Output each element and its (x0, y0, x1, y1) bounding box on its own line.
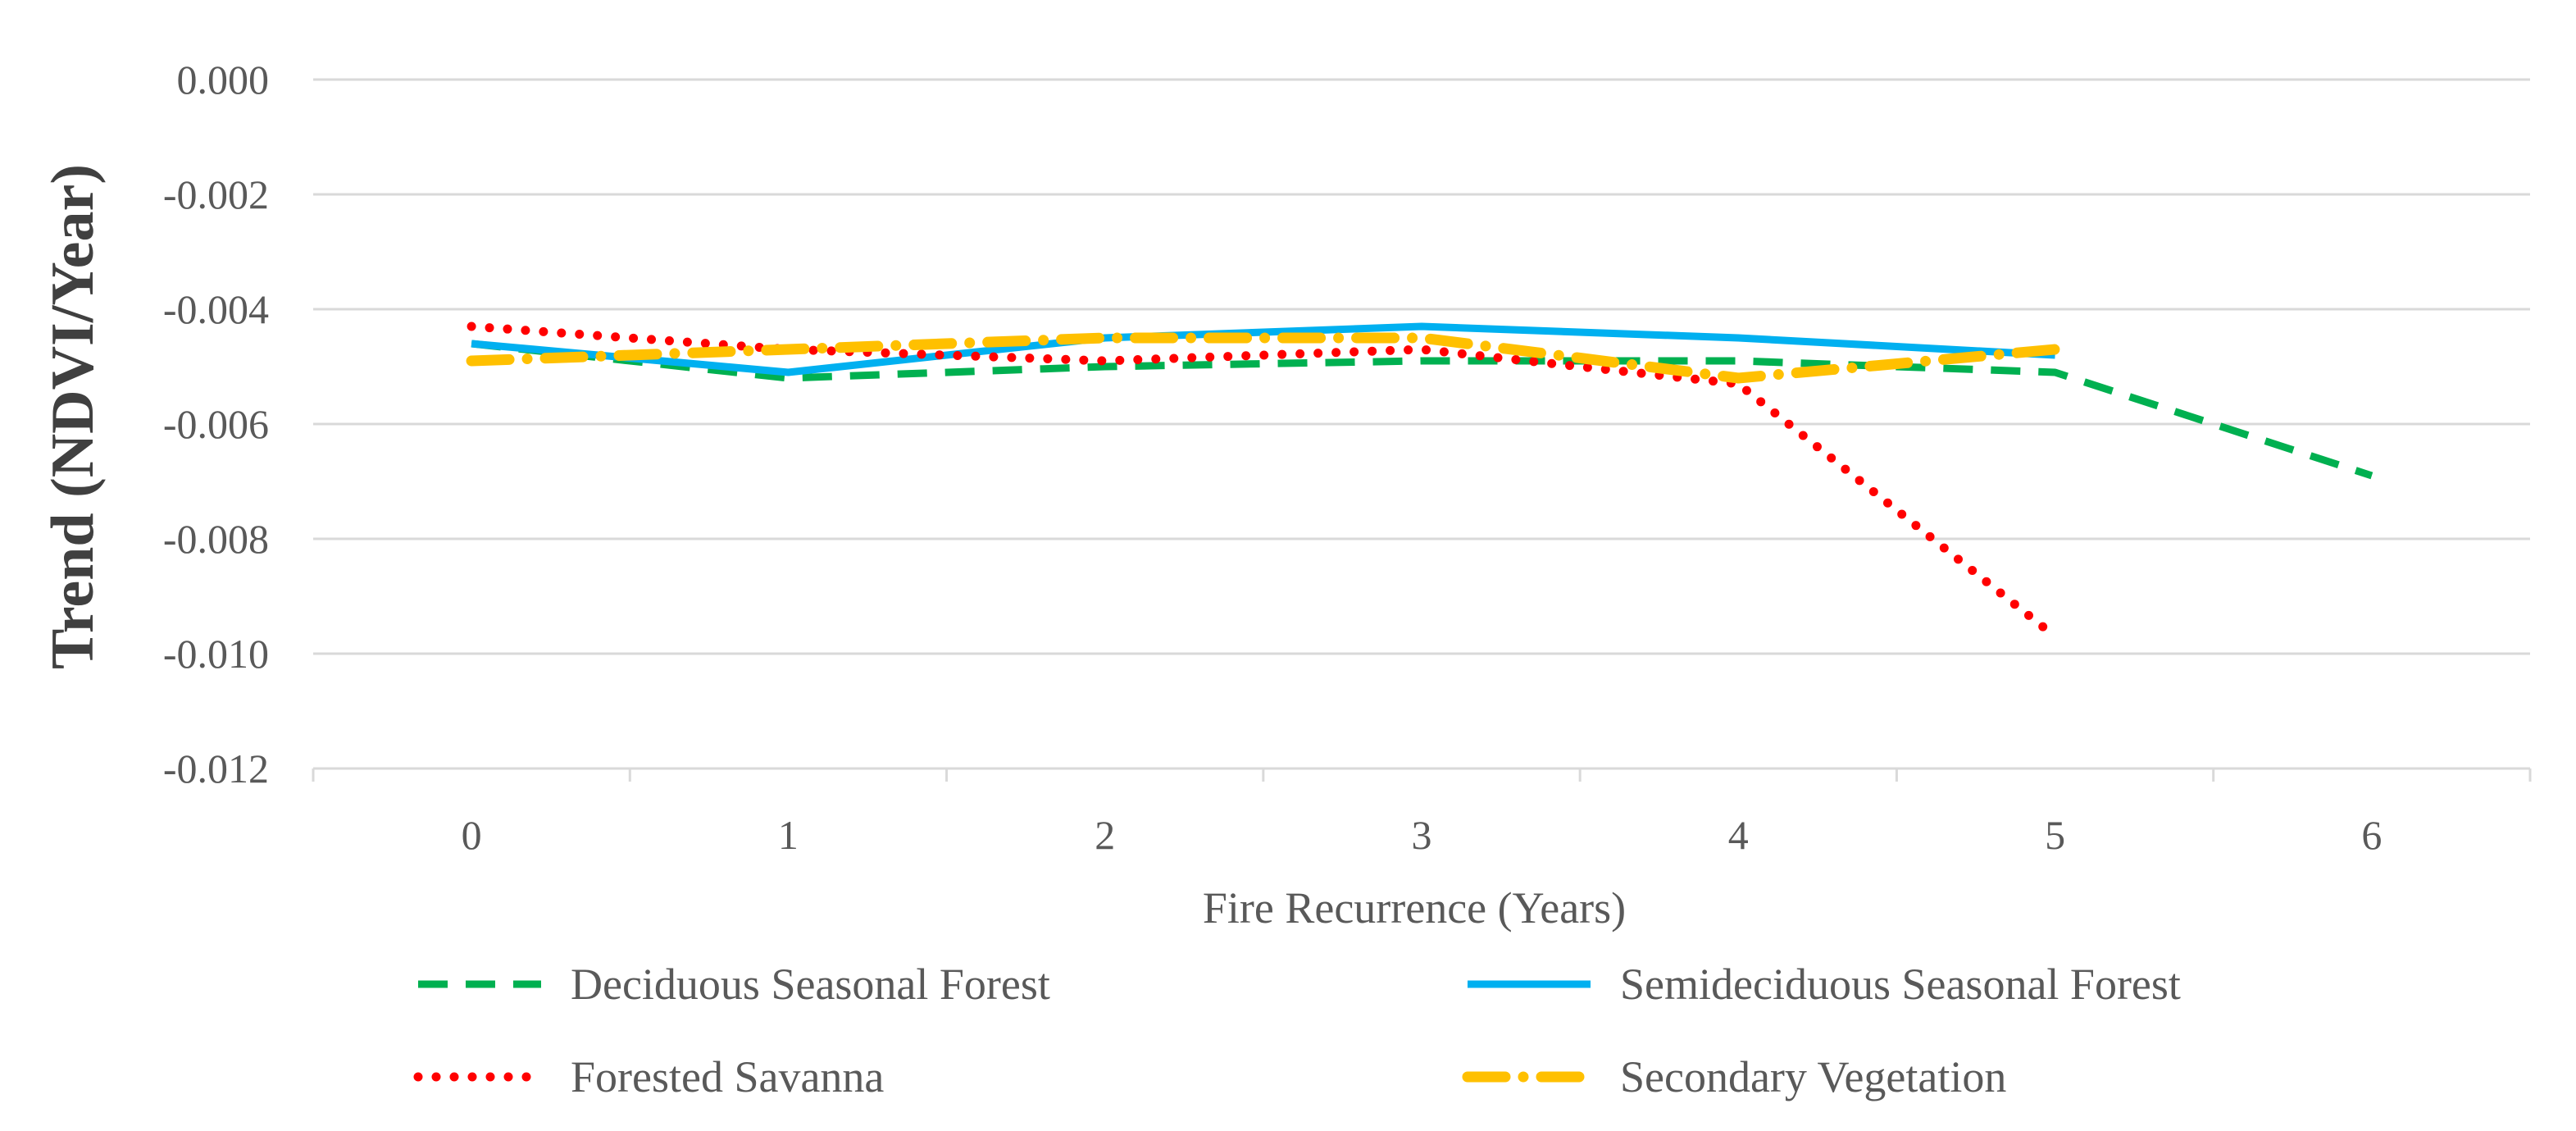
y-tick-label: -0.002 (163, 171, 269, 217)
x-tick-label: 5 (2045, 812, 2065, 858)
legend: Deciduous Seasonal Forest Semideciduous S… (413, 960, 2181, 1101)
y-axis-title: Trend (NDVI/Year) (39, 164, 107, 669)
x-axis: 0 1 2 3 4 5 6 (312, 767, 2532, 858)
series-line-semideciduous-seasonal-forest (471, 322, 2055, 376)
series-line-forested-savanna (467, 322, 2060, 641)
x-tick-label: 2 (1095, 812, 1115, 858)
x-tick-label: 0 (462, 812, 482, 858)
legend-label: Deciduous Seasonal Forest (571, 960, 1050, 1009)
series-line-secondary-vegetation (466, 332, 2061, 384)
legend-item: Secondary Vegetation (1462, 1052, 2006, 1101)
legend-label: Semideciduous Seasonal Forest (1620, 960, 2181, 1009)
y-tick-label: -0.008 (163, 516, 269, 562)
y-tick-label: 0.000 (177, 57, 270, 103)
y-tick-label: -0.006 (163, 401, 269, 447)
x-axis-title: Fire Recurrence (Years) (1203, 883, 1626, 933)
gridlines (313, 78, 2530, 655)
legend-label: Secondary Vegetation (1620, 1052, 2006, 1101)
series-line-deciduous-seasonal-forest (471, 340, 2373, 480)
legend-label: Forested Savanna (571, 1052, 884, 1101)
y-tick-label: -0.004 (163, 286, 269, 332)
legend-item: Deciduous Seasonal Forest (418, 960, 1050, 1009)
legend-item: Semideciduous Seasonal Forest (1468, 960, 2181, 1009)
y-tick-label: -0.010 (163, 631, 269, 677)
x-tick-label: 6 (2361, 812, 2382, 858)
x-tick-label: 1 (778, 812, 799, 858)
y-tick-label: -0.012 (163, 746, 269, 791)
x-tick-label: 3 (1412, 812, 1432, 858)
series-lines (466, 322, 2373, 641)
y-axis-ticks: 0.000 -0.002 -0.004 -0.006 -0.008 -0.010 -0.01… (163, 57, 269, 791)
legend-item: Forested Savanna (413, 1052, 884, 1101)
x-tick-label: 4 (1728, 812, 1749, 858)
